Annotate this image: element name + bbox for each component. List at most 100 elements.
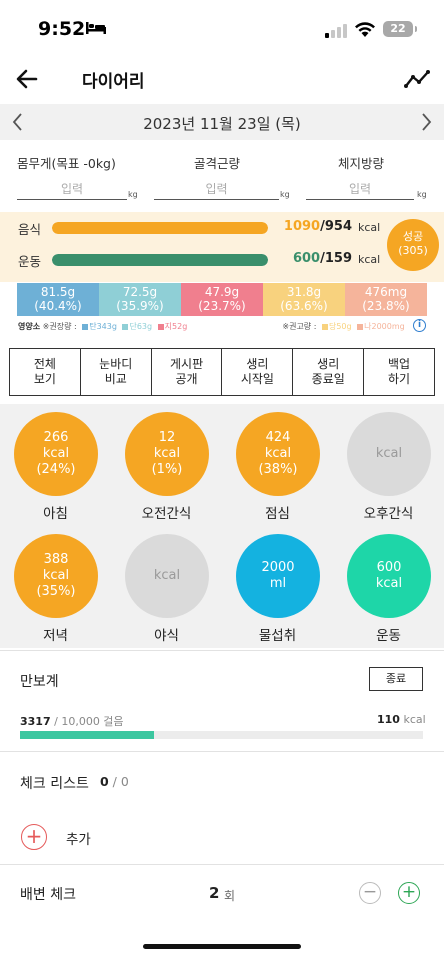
increment-icon[interactable]: + bbox=[398, 882, 420, 904]
back-arrow-icon[interactable] bbox=[14, 66, 40, 92]
home-indicator bbox=[143, 944, 301, 949]
food-unit: kcal bbox=[358, 221, 381, 234]
period-start-button[interactable]: 생리 시작일 bbox=[222, 349, 294, 395]
step-count: 3317 / 10,000 걸음 bbox=[20, 715, 124, 728]
meal-item-dinner[interactable]: 388 kcal (35%) 저녁 bbox=[0, 526, 111, 646]
weight-label: 몸무게(목표 -0kg) bbox=[17, 156, 116, 171]
status-bar: 9:52 22 bbox=[0, 0, 444, 58]
fat-unit: kg bbox=[417, 190, 427, 199]
bowel-check-section: 배변 체크 2 회 − + bbox=[0, 864, 444, 920]
exercise-label: 운동 bbox=[18, 254, 42, 269]
muscle-input-underline bbox=[154, 199, 279, 200]
page-title: 다이어리 bbox=[82, 72, 145, 92]
meal-item-water-intake[interactable]: 2000 ml 물섭취 bbox=[222, 526, 333, 646]
exercise-calorie-value: 600/159 bbox=[292, 251, 352, 266]
nutrient-segment: 72.5g (35.9%) bbox=[99, 283, 181, 316]
decrement-icon[interactable]: − bbox=[359, 882, 381, 904]
app-header: 다이어리 bbox=[0, 58, 444, 104]
meal-item-afternoon-snack[interactable]: kcal 오후간식 bbox=[333, 404, 444, 524]
muscle-input[interactable]: 입력 bbox=[205, 182, 228, 196]
nutrient-legend: 영양소 ※권장량 : 탄343g 단63g 지52g ※권고량 : 당50g 나… bbox=[18, 322, 405, 331]
checklist-title: 체크 리스트 bbox=[20, 776, 89, 792]
meal-item-morning-snack[interactable]: 12 kcal (1%) 오전간식 bbox=[111, 404, 222, 524]
bowel-unit: 회 bbox=[224, 889, 236, 903]
late-night-snack-label: 야식 bbox=[154, 628, 179, 644]
water-intake-circle[interactable]: 2000 ml bbox=[236, 534, 320, 618]
battery-icon: 22 bbox=[383, 21, 417, 37]
pedometer-kcal: 110 kcal bbox=[377, 713, 426, 726]
fat-label: 체지방량 bbox=[338, 156, 385, 171]
lunch-label: 점심 bbox=[265, 506, 290, 522]
exercise-circle[interactable]: 600 kcal bbox=[347, 534, 431, 618]
late-night-snack-circle[interactable]: kcal bbox=[125, 534, 209, 618]
board-public-button[interactable]: 게시판 공개 bbox=[152, 349, 223, 395]
nutrient-segment: 47.9g (23.7%) bbox=[181, 283, 263, 316]
nutrient-segment: 81.5g (40.4%) bbox=[17, 283, 99, 316]
meal-item-breakfast[interactable]: 266 kcal (24%) 아침 bbox=[0, 404, 111, 524]
fat-input[interactable]: 입력 bbox=[348, 182, 372, 196]
date-navigator: 2023년 11월 23일 (목) bbox=[0, 104, 444, 140]
step-progress-bar bbox=[20, 731, 423, 739]
nutrient-segment: 31.8g (63.6%) bbox=[263, 283, 345, 316]
checklist-section: 체크 리스트 0 / 0 + 추가 bbox=[0, 752, 444, 864]
previous-day-chevron-icon[interactable] bbox=[8, 110, 28, 134]
food-progress-bar bbox=[52, 222, 268, 234]
cellular-signal-icon bbox=[325, 24, 347, 38]
meal-grid: 266 kcal (24%) 아침 12 kcal (1%) 오전간식 424 kcal… bbox=[0, 404, 444, 648]
afternoon-snack-label: 오후간식 bbox=[363, 506, 414, 522]
muscle-unit: kg bbox=[280, 190, 290, 199]
wifi-icon bbox=[355, 22, 375, 37]
food-calorie-row: 음식 1090/954 kcal bbox=[0, 212, 444, 242]
nutrient-segment: 476mg (23.8%) bbox=[345, 283, 427, 316]
add-checklist-icon[interactable]: + bbox=[21, 824, 47, 850]
food-calorie-value: 1090/954 bbox=[283, 219, 352, 234]
lunch-circle[interactable]: 424 kcal (38%) bbox=[236, 412, 320, 496]
food-label: 음식 bbox=[18, 222, 42, 237]
weight-input[interactable]: 입력 bbox=[60, 182, 84, 196]
body-metrics: 몸무게(목표 -0kg) 입력 kg 골격근량 입력 kg 체지방량 입력 kg bbox=[0, 140, 444, 212]
muscle-label: 골격근량 bbox=[194, 156, 241, 171]
sleep-mode-icon bbox=[86, 22, 106, 34]
pedometer-section: 만보계 종료 3317 / 10,000 걸음 110 kcal bbox=[0, 650, 444, 750]
fat-input-underline bbox=[306, 199, 414, 200]
afternoon-snack-circle[interactable]: kcal bbox=[347, 412, 431, 496]
weight-unit: kg bbox=[128, 190, 138, 199]
trend-chart-icon[interactable] bbox=[404, 68, 432, 90]
view-all-button[interactable]: 전체 보기 bbox=[10, 349, 81, 395]
breakfast-label: 아침 bbox=[43, 506, 68, 522]
bowel-count: 2 bbox=[209, 884, 220, 902]
divider bbox=[0, 751, 444, 752]
meal-item-late-night-snack[interactable]: kcal 야식 bbox=[111, 526, 222, 646]
add-checklist-label[interactable]: 추가 bbox=[66, 832, 91, 848]
exercise-progress-bar bbox=[52, 254, 268, 266]
checklist-count: 0 / 0 bbox=[100, 774, 129, 789]
status-time: 9:52 bbox=[38, 18, 86, 40]
dinner-circle[interactable]: 388 kcal (35%) bbox=[14, 534, 98, 618]
morning-snack-circle[interactable]: 12 kcal (1%) bbox=[125, 412, 209, 496]
period-end-button[interactable]: 생리 종료일 bbox=[293, 349, 365, 395]
exercise-calorie-row: 운동 600/159 kcal bbox=[0, 244, 444, 274]
meal-item-exercise[interactable]: 600 kcal 운동 bbox=[333, 526, 444, 646]
weight-input-underline bbox=[17, 199, 127, 200]
calorie-summary: 음식 1090/954 kcal 운동 600/159 kcal 성공 (305) bbox=[0, 212, 444, 282]
current-date[interactable]: 2023년 11월 23일 (목) bbox=[143, 115, 301, 133]
dinner-label: 저녁 bbox=[43, 628, 68, 644]
exercise-label: 운동 bbox=[376, 628, 401, 644]
pedometer-title: 만보계 bbox=[20, 674, 59, 690]
backup-button[interactable]: 백업 하기 bbox=[388, 357, 411, 386]
body-compare-button[interactable]: 눈바디 비교 bbox=[81, 349, 152, 395]
info-icon[interactable]: i bbox=[413, 319, 426, 332]
nutrient-bar: 81.5g (40.4%) 72.5g (35.9%) 47.9g (23.7%) 31.8… bbox=[17, 283, 427, 316]
fat-metric: 체지방량 입력 kg bbox=[296, 140, 444, 212]
success-badge: 성공 (305) bbox=[387, 219, 439, 271]
water-intake-label: 물섭취 bbox=[258, 628, 297, 644]
breakfast-circle[interactable]: 266 kcal (24%) bbox=[14, 412, 98, 496]
meal-item-lunch[interactable]: 424 kcal (38%) 점심 bbox=[222, 404, 333, 524]
next-day-chevron-icon[interactable] bbox=[416, 110, 436, 134]
muscle-metric: 골격근량 입력 kg bbox=[148, 140, 296, 212]
action-toolbar: 전체 보기 눈바디 비교 게시판 공개 생리 시작일 생리 종료일 백업 하기 bbox=[9, 348, 435, 396]
weight-metric: 몸무게(목표 -0kg) 입력 kg bbox=[0, 140, 148, 212]
morning-snack-label: 오전간식 bbox=[141, 506, 192, 522]
pedometer-end-button[interactable]: 종료 bbox=[369, 667, 423, 691]
exercise-unit: kcal bbox=[358, 253, 381, 266]
